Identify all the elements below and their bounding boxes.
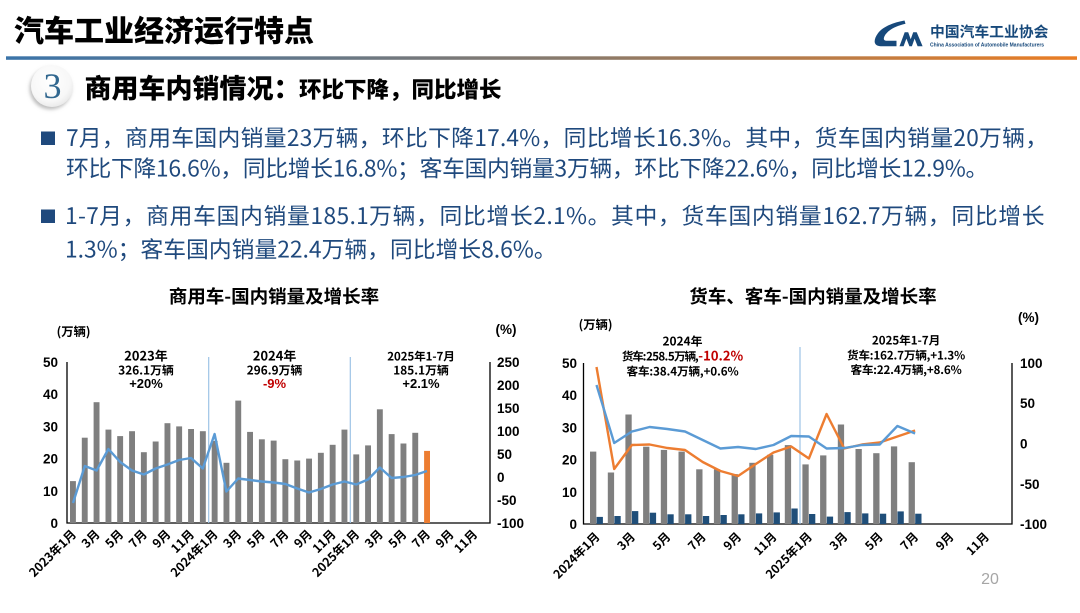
svg-text:100: 100 (1020, 356, 1043, 371)
svg-text:150: 150 (497, 401, 520, 416)
svg-text:20: 20 (43, 452, 58, 467)
svg-text:10: 10 (43, 484, 58, 499)
svg-text:China Association of Automobil: China Association of Automobile Manufact… (930, 43, 1044, 49)
svg-text:+20%: +20% (129, 376, 163, 391)
svg-text:40: 40 (562, 388, 577, 403)
svg-text:-100: -100 (497, 516, 524, 531)
svg-text:+2.1%: +2.1% (402, 376, 440, 391)
svg-text:20: 20 (981, 571, 999, 588)
svg-text:20: 20 (562, 453, 577, 468)
svg-text:30: 30 (562, 420, 577, 435)
svg-text:10: 10 (562, 485, 577, 500)
svg-text:-9%: -9% (263, 376, 287, 391)
svg-text:40: 40 (43, 387, 58, 402)
svg-text:(%): (%) (496, 322, 517, 337)
svg-text:50: 50 (562, 356, 577, 371)
svg-text:(%): (%) (1018, 310, 1039, 325)
svg-text:0: 0 (50, 516, 58, 531)
svg-text:50: 50 (1020, 396, 1035, 411)
svg-text:50: 50 (43, 355, 58, 370)
svg-text:0: 0 (569, 517, 577, 532)
svg-text:0: 0 (497, 470, 505, 485)
svg-text:0: 0 (1020, 437, 1028, 452)
svg-text:3: 3 (44, 66, 62, 106)
svg-text:250: 250 (497, 355, 520, 370)
svg-text:200: 200 (497, 378, 520, 393)
svg-text:-100: -100 (1020, 517, 1047, 532)
svg-text:-50: -50 (497, 493, 517, 508)
svg-text:100: 100 (497, 424, 520, 439)
svg-text:30: 30 (43, 419, 58, 434)
svg-text:-50: -50 (1020, 477, 1040, 492)
svg-text:50: 50 (497, 447, 512, 462)
